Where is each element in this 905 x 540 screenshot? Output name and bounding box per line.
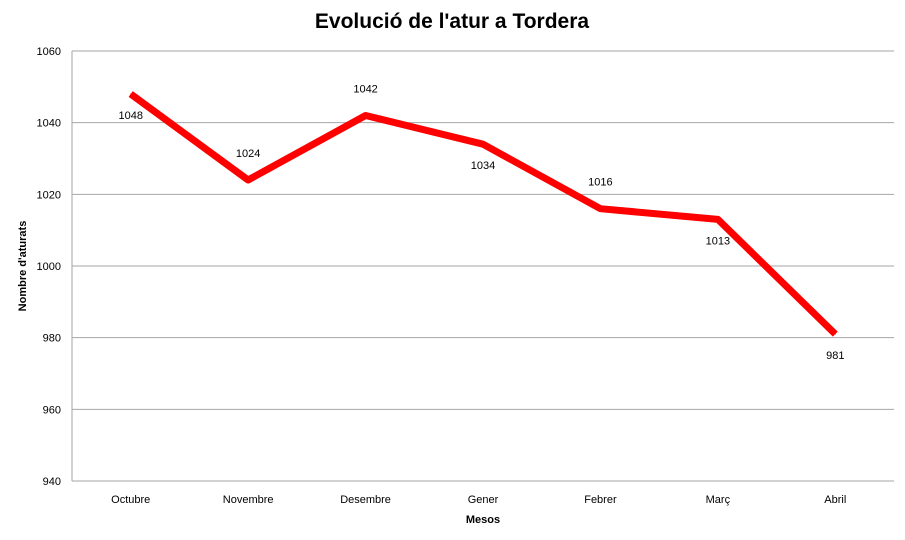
series-layer	[128, 91, 838, 337]
series-line	[128, 91, 838, 337]
y-tick-label: 1020	[37, 189, 61, 201]
data-point	[834, 333, 836, 335]
data-label: 1042	[353, 84, 377, 96]
y-tick-label: 1000	[37, 261, 61, 273]
data-point	[247, 179, 249, 181]
chart-title: Evolució de l'atur a Tordera	[315, 10, 589, 33]
data-labels: 1048 1024 1042 1034 1016 1013 981	[118, 84, 844, 363]
data-label: 1048	[118, 110, 142, 122]
data-point	[130, 93, 132, 95]
x-axis-ticks: Octubre Novembre Desembre Gener Febrer Març Ab…	[111, 494, 846, 506]
x-tick-label: Desembre	[340, 494, 391, 506]
y-tick-label: 980	[43, 333, 61, 345]
x-tick-label: Abril	[824, 494, 846, 506]
data-label: 981	[826, 350, 844, 362]
x-tick-label: Octubre	[111, 494, 150, 506]
data-label: 1024	[236, 148, 260, 160]
x-tick-label: Novembre	[223, 494, 274, 506]
data-point	[717, 218, 719, 220]
data-point	[365, 115, 367, 116]
gridlines	[71, 50, 894, 482]
x-tick-label: Març	[706, 494, 731, 506]
y-tick-label: 1040	[37, 118, 61, 130]
y-tick-label: 940	[43, 476, 61, 488]
y-axis-title: Nombre d'aturats	[17, 221, 29, 312]
x-tick-label: Gener	[468, 494, 499, 506]
y-tick-label: 960	[43, 404, 61, 416]
x-tick-label: Febrer	[584, 494, 617, 506]
data-point	[482, 143, 484, 145]
data-label: 1034	[471, 160, 495, 172]
y-axis-ticks: 940 960 980 1000 1020 1040 1060	[37, 46, 61, 488]
y-tick-label: 1060	[37, 46, 61, 58]
data-point	[599, 208, 601, 210]
x-axis-title: Mesos	[466, 514, 500, 526]
data-label: 1013	[706, 235, 730, 247]
data-label: 1016	[588, 177, 612, 189]
